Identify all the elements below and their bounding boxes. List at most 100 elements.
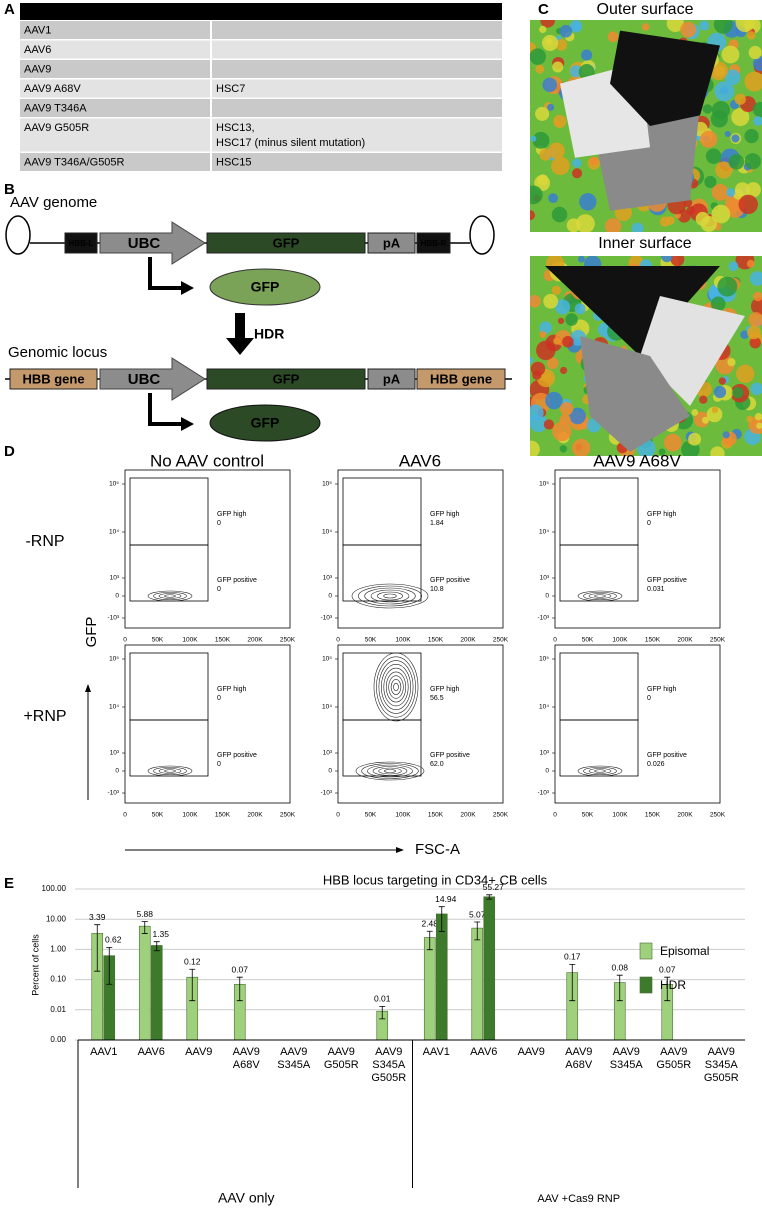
x-tick-label: 150K bbox=[215, 637, 231, 644]
element-box bbox=[416, 368, 506, 390]
surface-blob bbox=[746, 259, 755, 268]
plot-frame bbox=[124, 644, 291, 804]
contour bbox=[577, 765, 623, 777]
cell-text: AAV9 T346A bbox=[24, 102, 87, 114]
surface-blob bbox=[721, 45, 740, 64]
surface-blob bbox=[547, 103, 555, 111]
element-label: pA bbox=[383, 371, 401, 386]
surface-blob bbox=[554, 299, 571, 315]
element-box bbox=[206, 232, 366, 254]
value-label: 1.35 bbox=[152, 929, 169, 939]
surface-blob bbox=[530, 185, 543, 205]
surface-blob bbox=[560, 366, 568, 375]
surface-blob bbox=[745, 182, 761, 198]
contour bbox=[147, 765, 193, 777]
surface-blob bbox=[572, 158, 582, 168]
value-label: 0.01 bbox=[374, 994, 391, 1004]
surface-blob bbox=[539, 331, 547, 339]
surface-image bbox=[530, 20, 762, 232]
value-label: 0.17 bbox=[564, 952, 581, 962]
plot-frame bbox=[554, 469, 721, 629]
surface-blob bbox=[543, 293, 559, 309]
gate-name: GFP positive bbox=[647, 577, 687, 584]
surface-blob bbox=[713, 385, 727, 399]
x-tick-label: AAV6 bbox=[470, 1046, 497, 1058]
y-tick-label: 100.00 bbox=[42, 884, 67, 893]
contour bbox=[378, 767, 402, 775]
element-box bbox=[64, 232, 98, 254]
surface-blob bbox=[735, 364, 755, 384]
surface-blob bbox=[752, 56, 762, 72]
surface-blob bbox=[750, 297, 762, 316]
surface-blob bbox=[752, 101, 762, 118]
error-bar bbox=[379, 1005, 386, 1020]
contour bbox=[153, 766, 187, 776]
gate-name: GFP positive bbox=[430, 577, 470, 584]
y-tick-label: 10³ bbox=[110, 575, 120, 582]
bar bbox=[138, 925, 151, 1041]
surface-blob bbox=[756, 422, 762, 429]
legend-label: Episomal bbox=[660, 944, 709, 958]
contour bbox=[594, 769, 606, 773]
surface-blob bbox=[530, 404, 544, 422]
surface-blob bbox=[539, 321, 552, 335]
surface-blob bbox=[530, 135, 537, 142]
value-label: 55.27 bbox=[483, 882, 505, 892]
gate-value: 10.8 bbox=[430, 586, 444, 593]
contour bbox=[153, 591, 187, 601]
contour bbox=[381, 664, 411, 710]
surface-blob bbox=[559, 414, 571, 426]
gate-name: GFP positive bbox=[217, 752, 257, 759]
surface-blob bbox=[539, 25, 547, 34]
surface-blob bbox=[715, 161, 733, 179]
surface-blob bbox=[530, 440, 540, 456]
region-gray bbox=[580, 336, 690, 452]
section-title: AAV genome bbox=[10, 194, 97, 211]
surface-blob bbox=[711, 406, 719, 414]
contour bbox=[351, 583, 429, 609]
gate bbox=[342, 719, 422, 777]
surface-blob bbox=[574, 303, 586, 315]
value-label: 0.08 bbox=[611, 962, 628, 972]
x-tick-label: 200K bbox=[460, 637, 476, 644]
contour bbox=[384, 769, 396, 773]
arrowhead bbox=[181, 417, 194, 431]
column-title: No AAV control bbox=[150, 451, 264, 470]
x-tick-label: 100K bbox=[612, 637, 628, 644]
x-tick-label: 0 bbox=[336, 812, 340, 819]
x-tick-label: AAV9 S345A G505R bbox=[704, 1046, 739, 1084]
table-header bbox=[20, 3, 502, 20]
region-white bbox=[640, 296, 745, 406]
group-label: AAV only bbox=[218, 1190, 275, 1206]
y-tick-label: 0 bbox=[545, 768, 549, 775]
surface-blob bbox=[731, 134, 740, 143]
x-tick-label: AAV9 S345A bbox=[610, 1046, 644, 1071]
surface-blob bbox=[740, 330, 749, 339]
cell-text: HSC15 bbox=[216, 156, 251, 168]
table-cell bbox=[212, 118, 502, 152]
value-label: 0.12 bbox=[184, 957, 201, 967]
bar bbox=[150, 945, 163, 1041]
x-tick-label: AAV1 bbox=[423, 1046, 450, 1058]
surface-blob bbox=[670, 256, 685, 267]
x-tick-label: 0 bbox=[123, 637, 127, 644]
flow-plot: 10⁵ 10⁴ 10³ 0 -10³ 0 50K 100K 150K 200K 250K GFP hi… bbox=[320, 469, 509, 644]
axis-label: GFP bbox=[83, 617, 100, 648]
surface-blob bbox=[710, 110, 728, 128]
gate-name: GFP positive bbox=[217, 577, 257, 584]
x-tick-label: 100K bbox=[395, 637, 411, 644]
x-tick-label: 100K bbox=[395, 812, 411, 819]
surface-blob bbox=[714, 81, 735, 102]
surface-blob bbox=[581, 49, 593, 61]
value-label: 14.94 bbox=[435, 894, 457, 904]
surface-blob bbox=[559, 445, 568, 453]
gate-value: 0 bbox=[217, 695, 221, 702]
surface-blob bbox=[535, 64, 545, 74]
arrowhead bbox=[396, 847, 404, 853]
contour bbox=[583, 591, 617, 601]
surface-blob bbox=[546, 357, 559, 370]
x-tick-label: 100K bbox=[612, 812, 628, 819]
surface-blob bbox=[746, 415, 754, 423]
column-title: AAV6 bbox=[399, 451, 441, 470]
